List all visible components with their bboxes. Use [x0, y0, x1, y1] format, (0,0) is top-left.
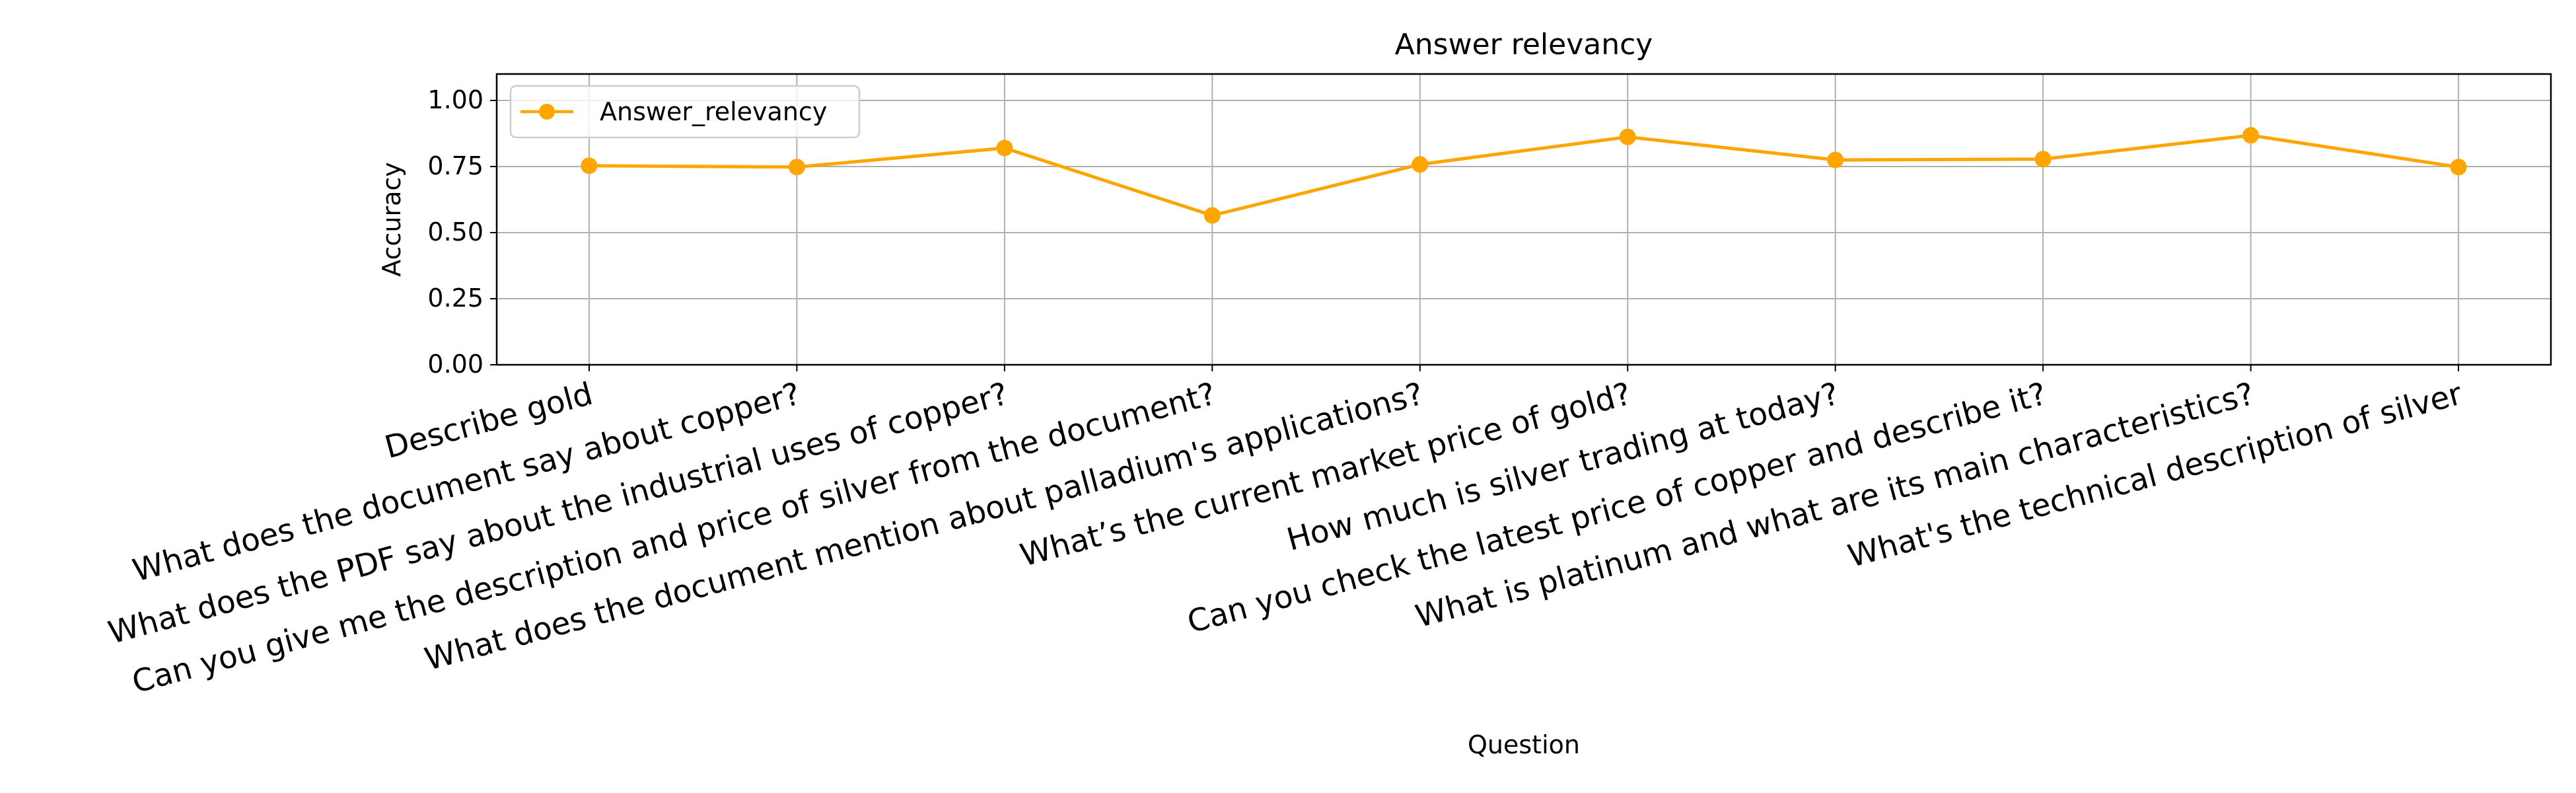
data-point	[2450, 159, 2467, 176]
y-tick-label: 0.25	[427, 283, 483, 313]
y-tick-label: 0.50	[427, 217, 483, 246]
y-tick-label: 0.00	[427, 350, 483, 379]
y-axis-label: Accuracy	[377, 162, 406, 277]
data-point	[996, 139, 1013, 157]
data-point	[2242, 127, 2260, 144]
legend-marker	[539, 104, 555, 120]
legend: Answer_relevancy	[509, 85, 861, 139]
series-line	[589, 133, 2459, 217]
legend-box	[509, 85, 861, 139]
data-point	[1203, 207, 1221, 224]
data-point	[1412, 156, 1429, 173]
axes-frame	[495, 73, 2552, 366]
data-point	[1827, 151, 1844, 169]
y-tick-label: 1.00	[427, 85, 483, 114]
data-point	[1619, 128, 1636, 145]
data-point	[2034, 151, 2052, 168]
legend-label: Answer_relevancy	[600, 97, 827, 126]
y-tick-label: 0.75	[427, 151, 483, 180]
data-point	[581, 157, 598, 174]
y-axis-ticks: 0.00 0.25 0.50 0.75 1.00	[427, 85, 497, 379]
data-point	[788, 159, 805, 176]
x-axis-label: Question	[1468, 730, 1580, 759]
series-layer	[581, 127, 2467, 224]
chart-title: Answer relevancy	[1395, 28, 1653, 61]
